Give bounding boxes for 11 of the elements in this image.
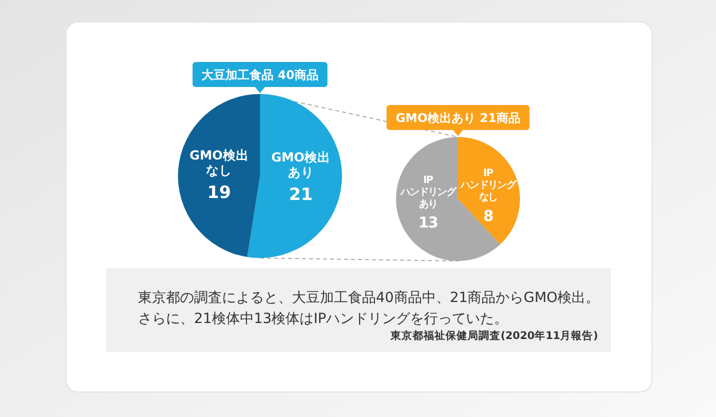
annotation: 東京都福祉保健局調査(2020年11月報告) — [390, 330, 598, 342]
slice-label: GMO検出あり 21 — [271, 150, 331, 205]
chart-title: GMO検出あり 21商品 — [396, 111, 520, 125]
annotation: 東京都の調査によると、大豆加工食品40商品中、21商品からGMO検出。 — [138, 290, 600, 306]
slice-label: IPハンドリングあり 13 — [400, 174, 456, 232]
slice-label: GMO検出なし 19 — [189, 148, 249, 203]
title: 大豆加工食品 40商品 — [192, 62, 328, 93]
slice-label: IPハンドリングなし 8 — [460, 168, 516, 225]
title: GMO検出あり 21商品 — [386, 105, 530, 136]
chart-title: 大豆加工食品 40商品 — [202, 68, 318, 82]
annotation: さらに、21検体中13検体はIPハンドリングを行っていた。 — [138, 311, 508, 327]
